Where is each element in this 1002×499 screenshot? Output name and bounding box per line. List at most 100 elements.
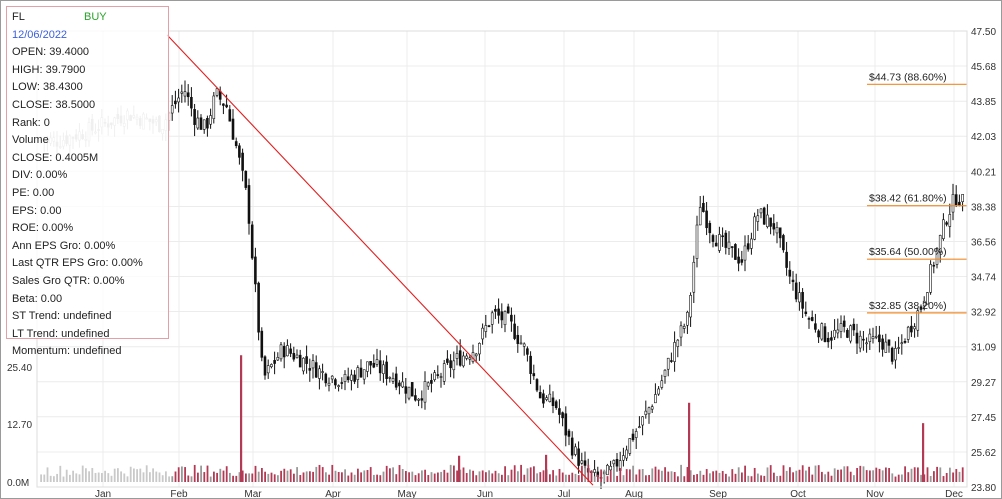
volume-bar: [913, 467, 916, 482]
volume-bar: [837, 469, 839, 482]
volume-bar: [491, 473, 494, 482]
candle-body: [644, 410, 648, 415]
candle-body: [938, 235, 942, 253]
candle-body: [247, 185, 251, 224]
volume-bar: [161, 475, 164, 482]
volume-bar: [81, 465, 84, 482]
volume-bar: [85, 468, 87, 482]
volume-bar: [107, 473, 110, 482]
volume-bar: [398, 465, 401, 482]
candle-body: [657, 388, 660, 395]
candle-body: [478, 343, 481, 355]
fib-level-label: $44.73 (88.60%): [869, 71, 947, 83]
info-stat: ROE: 0.00%: [12, 222, 74, 235]
candle-body: [455, 353, 459, 359]
price-tick-label: 36.56: [971, 237, 996, 248]
candle-body: [378, 360, 382, 374]
volume-bar: [705, 469, 708, 482]
volume-bar: [385, 465, 388, 482]
volume-bar: [638, 469, 641, 482]
volume-bar: [395, 474, 398, 482]
candle-body: [801, 292, 804, 309]
volume-bar: [190, 476, 193, 482]
candle-body: [772, 223, 776, 230]
candle-body: [868, 333, 872, 342]
candle-body: [759, 208, 763, 214]
candle-body: [209, 115, 212, 125]
volume-bar: [747, 475, 750, 482]
volume-bar: [366, 470, 369, 482]
volume-bar: [139, 468, 142, 482]
volume-bar: [622, 475, 625, 482]
volume-bar: [593, 476, 596, 482]
candle-body: [810, 317, 814, 321]
candle-body: [372, 362, 376, 368]
volume-bar: [709, 473, 711, 482]
candle-body: [625, 449, 628, 459]
volume-bar: [389, 468, 391, 482]
volume-bar: [337, 471, 340, 482]
candle-body: [750, 238, 753, 249]
volume-bar: [600, 469, 602, 482]
volume-bar: [414, 475, 417, 482]
candle-body: [798, 292, 801, 303]
volume-bar: [696, 474, 698, 482]
volume-bar: [168, 476, 170, 482]
candle-body: [910, 325, 913, 333]
info-stat: Volume: [12, 134, 49, 147]
volume-bar: [91, 467, 94, 482]
candle-body: [330, 375, 334, 380]
candle-body: [519, 342, 523, 345]
volume-bar: [136, 469, 138, 482]
volume-bar: [347, 475, 350, 482]
volume-bar: [721, 471, 724, 482]
price-tick-label: 23.80: [971, 483, 996, 494]
info-stat: Momentum: undefined: [12, 345, 122, 358]
price-tick-label: 25.62: [971, 448, 996, 459]
volume-bar: [645, 475, 647, 482]
volume-bar: [59, 465, 62, 482]
volume-bar: [446, 472, 449, 482]
info-panel: FL BUY 12/06/2022 OPEN: 39.4000 HIGH: 39.7…: [6, 6, 169, 357]
volume-bar: [901, 474, 903, 482]
candle-body: [574, 446, 577, 455]
candle-body: [417, 398, 420, 401]
volume-bar: [760, 475, 762, 482]
volume-bar: [437, 472, 439, 482]
candle-body: [510, 314, 513, 322]
volume-bar: [401, 468, 404, 482]
candle-body: [948, 214, 952, 227]
volume-bar: [248, 473, 250, 482]
candle-body: [942, 219, 945, 239]
volume-bar: [158, 472, 161, 482]
month-tick-label: Nov: [866, 489, 884, 498]
month-tick-label: Mar: [244, 489, 262, 498]
signal-badge: BUY: [84, 11, 107, 23]
candle-body: [958, 201, 961, 206]
volume-bar: [62, 476, 65, 482]
candle-body: [580, 460, 584, 464]
candle-body: [718, 234, 721, 251]
candle-body: [641, 416, 644, 426]
volume-bar: [910, 468, 913, 482]
volume-bar: [686, 467, 689, 482]
volume-bar: [133, 468, 135, 482]
candle-body: [708, 222, 712, 234]
candle-body: [766, 214, 769, 227]
volume-bar: [549, 474, 551, 482]
volume-bar: [789, 467, 791, 482]
volume-bar: [379, 475, 382, 482]
volume-bar: [680, 464, 682, 482]
info-stat: PE: 0.00: [12, 186, 55, 199]
volume-bar: [801, 465, 804, 482]
volume-bar: [657, 469, 660, 482]
volume-bar: [574, 473, 577, 482]
volume-bar: [222, 470, 225, 482]
candle-body: [212, 95, 216, 119]
volume-bar: [865, 470, 868, 482]
volume-bar: [235, 475, 238, 482]
volume-bar: [110, 475, 113, 482]
candle-body: [702, 202, 705, 212]
volume-bar: [478, 471, 481, 482]
candle-body: [180, 91, 184, 94]
